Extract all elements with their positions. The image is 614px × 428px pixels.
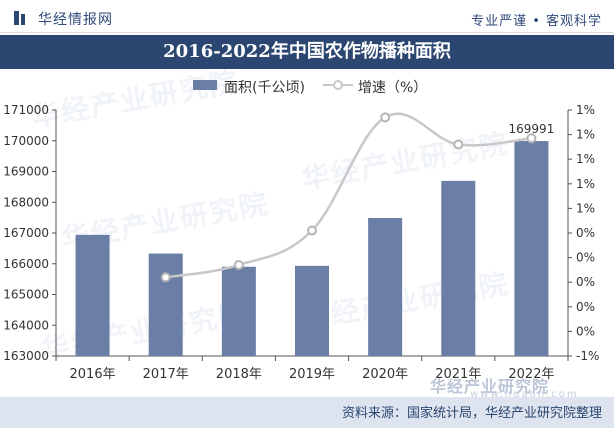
y-tick-label-right: 0%: [576, 251, 595, 265]
brand-logo-icon: [14, 11, 25, 25]
bar: [295, 265, 329, 356]
x-tick-label: 2016年: [70, 367, 116, 382]
y-tick-label-right: 0%: [576, 275, 595, 289]
x-tick-label: 2019年: [289, 367, 335, 382]
y-tick-label-right: -1%: [576, 349, 599, 363]
y-tick-label-right: 1%: [576, 152, 595, 166]
y-tick-label-right: 1%: [576, 201, 595, 215]
legend-line-swatch: [323, 80, 353, 90]
x-tick-label: 2021年: [435, 367, 481, 382]
y-tick-label-left: 164000: [3, 318, 49, 332]
footer-url: www.huaon.com: [470, 389, 579, 400]
x-tick-label: 2020年: [362, 367, 408, 382]
bar: [75, 234, 110, 356]
y-tick-label-right: 1%: [576, 128, 595, 142]
growth-line: [165, 112, 532, 279]
growth-point: [233, 259, 244, 270]
source-note: 资料来源：国家统计局，华经产业研究院整理: [341, 406, 602, 421]
y-tick-label-left: 163000: [3, 349, 49, 363]
legend-bar-label: 面积(千公顷): [224, 80, 305, 96]
bar: [221, 266, 256, 356]
growth-point: [526, 133, 537, 144]
y-tick-label-right: 0%: [576, 226, 595, 240]
y-tick-label-right: 1%: [576, 103, 595, 117]
x-tick-label: 2018年: [216, 367, 262, 382]
bar: [368, 218, 403, 356]
growth-point: [307, 225, 317, 236]
legend: 面积(千公顷) 增速（%）: [0, 76, 614, 96]
header: 华经情报网 专业严谨 • 客观科学: [0, 0, 614, 34]
brand-name[interactable]: 华经情报网: [38, 12, 113, 28]
y-tick-label-left: 167000: [3, 226, 49, 240]
y-tick-label-right: 1%: [576, 177, 595, 191]
bar: [441, 180, 476, 356]
legend-bar-swatch: [193, 80, 217, 90]
data-label: 169991: [509, 122, 555, 136]
chart-title: 2016-2022年中国农作物播种面积: [163, 41, 451, 62]
y-tick-label-right: 0%: [576, 300, 595, 314]
growth-point: [380, 112, 391, 123]
legend-line-label: 增速（%）: [358, 80, 428, 96]
bar: [514, 141, 549, 356]
x-tick-label: 2022年: [508, 367, 554, 382]
y-tick-label-left: 166000: [3, 257, 49, 271]
growth-point: [160, 272, 171, 283]
footer-logo: 华经产业研究院: [430, 377, 550, 396]
title-bar: 2016-2022年中国农作物播种面积: [0, 35, 614, 69]
bar: [148, 253, 183, 356]
tagline: 专业严谨 • 客观科学: [471, 14, 602, 29]
y-tick-label-left: 169000: [3, 165, 49, 179]
y-tick-label-left: 170000: [3, 134, 49, 148]
footer: 资料来源：国家统计局，华经产业研究院整理: [0, 397, 614, 428]
x-tick-label: 2017年: [143, 367, 189, 382]
y-tick-label-left: 165000: [3, 288, 49, 302]
y-tick-label-left: 171000: [3, 103, 49, 117]
y-tick-label-left: 168000: [3, 195, 49, 209]
growth-point: [453, 139, 464, 150]
y-tick-label-right: 0%: [576, 324, 595, 338]
header-divider: [0, 32, 614, 33]
